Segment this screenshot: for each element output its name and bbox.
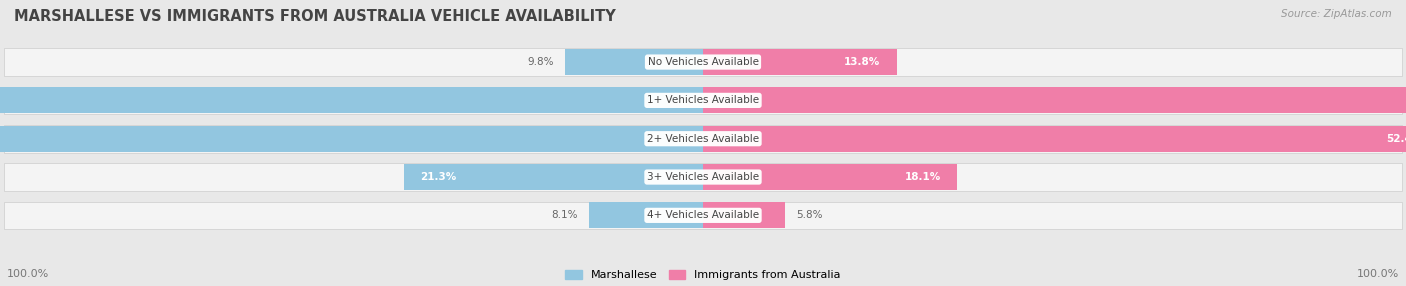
Bar <box>4 125 1402 152</box>
Text: 100.0%: 100.0% <box>1357 269 1399 279</box>
Bar <box>703 49 897 75</box>
Bar <box>4 163 1402 191</box>
Bar <box>404 164 703 190</box>
Bar <box>565 49 703 75</box>
Bar <box>703 126 1406 152</box>
Bar <box>4 48 1402 76</box>
Legend: Marshallese, Immigrants from Australia: Marshallese, Immigrants from Australia <box>565 270 841 281</box>
Text: 100.0%: 100.0% <box>7 269 49 279</box>
Text: 8.1%: 8.1% <box>551 210 578 220</box>
Bar <box>703 164 957 190</box>
Text: 21.3%: 21.3% <box>420 172 457 182</box>
Bar <box>703 87 1406 114</box>
Text: 9.8%: 9.8% <box>527 57 554 67</box>
Bar <box>4 202 1402 229</box>
Text: 1+ Vehicles Available: 1+ Vehicles Available <box>647 96 759 105</box>
Text: 13.8%: 13.8% <box>844 57 880 67</box>
Text: 4+ Vehicles Available: 4+ Vehicles Available <box>647 210 759 220</box>
Text: 5.8%: 5.8% <box>796 210 823 220</box>
Text: MARSHALLESE VS IMMIGRANTS FROM AUSTRALIA VEHICLE AVAILABILITY: MARSHALLESE VS IMMIGRANTS FROM AUSTRALIA… <box>14 9 616 23</box>
Text: 18.1%: 18.1% <box>904 172 941 182</box>
Text: 2+ Vehicles Available: 2+ Vehicles Available <box>647 134 759 144</box>
Bar <box>703 202 785 229</box>
Bar <box>0 126 703 152</box>
Text: 52.4%: 52.4% <box>1386 134 1406 144</box>
Bar <box>0 87 703 114</box>
Bar <box>589 202 703 229</box>
Text: 3+ Vehicles Available: 3+ Vehicles Available <box>647 172 759 182</box>
Bar <box>4 87 1402 114</box>
Text: Source: ZipAtlas.com: Source: ZipAtlas.com <box>1281 9 1392 19</box>
Text: No Vehicles Available: No Vehicles Available <box>648 57 758 67</box>
